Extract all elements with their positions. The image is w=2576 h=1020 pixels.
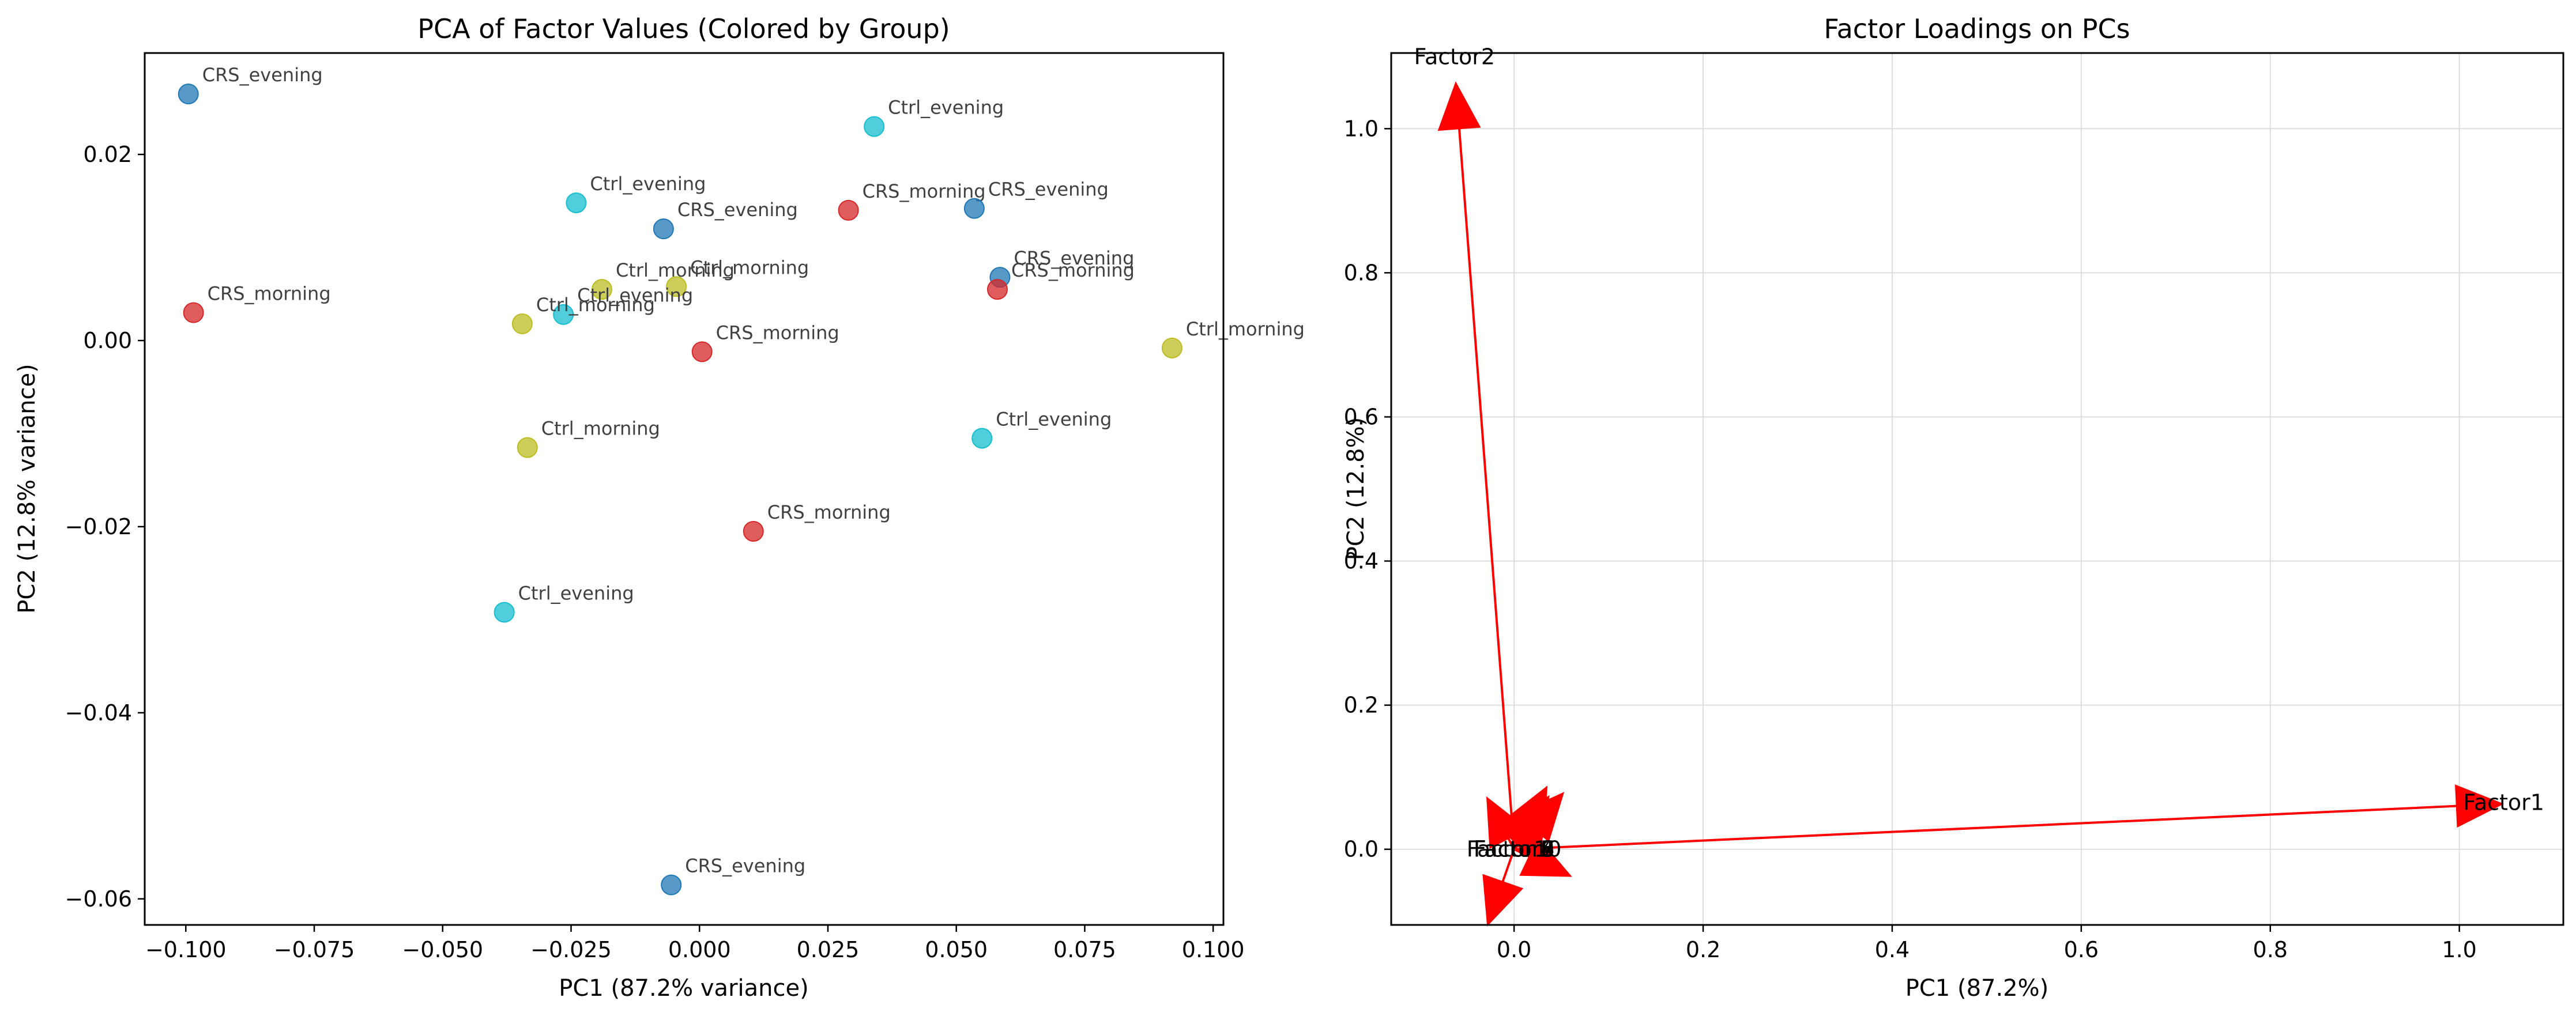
scatter-point-label: CRS_morning: [208, 283, 331, 305]
scatter-point-label: CRS_morning: [716, 322, 839, 343]
scatter-x-tick-label: −0.100: [145, 937, 227, 962]
scatter-point-label: CRS_morning: [1011, 259, 1135, 281]
loadings-x-tick-label: 0.4: [1875, 937, 1910, 962]
scatter-x-tick-label: 0.050: [925, 937, 988, 962]
scatter-x-tick-label: 0.025: [797, 937, 860, 962]
scatter-point-label: CRS_evening: [685, 855, 805, 877]
scatter-point-label: Ctrl_evening: [888, 97, 1004, 119]
scatter-point: [494, 602, 515, 623]
loadings-y-tick-label: 1.0: [1344, 116, 1379, 141]
scatter-x-axis-label: PC1 (87.2% variance): [559, 975, 808, 1002]
scatter-point: [183, 302, 204, 323]
loadings-x-axis-label: PC1 (87.2%): [1905, 975, 2049, 1002]
scatter-point: [971, 428, 993, 449]
scatter-points: CRS_eveningCRS_morningCtrl_eveningCRS_ev…: [178, 64, 1305, 896]
loadings-y-tick-label: 0.4: [1344, 549, 1379, 574]
scatter-point: [691, 341, 713, 362]
scatter-point: [178, 84, 199, 105]
loading-label-factor3: Factor3: [1474, 837, 1555, 862]
scatter-x-ticks: −0.100 −0.075 −0.050 −0.025 0.000 0.025 0.050 0…: [145, 925, 1245, 962]
scatter-point: [743, 520, 764, 542]
scatter-point-label: Ctrl_morning: [1186, 318, 1305, 340]
scatter-point-label: Ctrl_evening: [577, 285, 693, 307]
scatter-y-tick-label: −0.02: [65, 514, 132, 539]
loading-label-factor9: Factor9: [1474, 837, 1555, 862]
scatter-title: PCA of Factor Values (Colored by Group): [417, 13, 950, 44]
scatter-point: [986, 279, 1008, 300]
scatter-point-label: CRS_evening: [988, 179, 1109, 201]
scatter-point-label: Ctrl_morning: [541, 418, 660, 440]
loadings-y-ticks: 0.0 0.2 0.4 0.6 0.8 1.0: [1344, 116, 1391, 862]
scatter-point-label: Ctrl_morning: [536, 294, 655, 316]
loadings-x-tick-label: 0.6: [2064, 937, 2099, 962]
scatter-point-label: CRS_morning: [767, 501, 891, 523]
loading-label-factor5: Factor5: [1474, 837, 1555, 862]
loadings-x-ticks: 0.0 0.2 0.4 0.6 0.8 1.0: [1497, 925, 2477, 962]
scatter-point-label: CRS_evening: [1014, 247, 1134, 269]
scatter-point-label: CRS_evening: [677, 199, 798, 221]
loading-label-factor10: Factor10: [1467, 837, 1562, 862]
scatter-point: [591, 279, 612, 300]
loading-arrow-factor9: [1501, 800, 1546, 853]
scatter-x-tick-label: −0.025: [530, 937, 612, 962]
loadings-arrows: [1437, 81, 2505, 927]
loadings-axes-frame: [1390, 52, 2564, 926]
scatter-point: [963, 198, 985, 219]
scatter-point-label: Ctrl_evening: [590, 173, 706, 195]
scatter-x-tick-label: 0.075: [1053, 937, 1116, 962]
scatter-point: [838, 199, 859, 221]
scatter-point-label: CRS_morning: [863, 180, 986, 202]
scatter-point: [566, 192, 587, 213]
scatter-point: [666, 276, 687, 297]
scatter-point: [511, 313, 533, 334]
scatter-point: [661, 874, 682, 896]
scatter-point: [653, 218, 674, 240]
scatter-point-label: Ctrl_evening: [518, 582, 634, 604]
scatter-y-tick-label: 0.00: [83, 328, 132, 353]
scatter-y-tick-label: −0.04: [65, 700, 132, 726]
scatter-y-tick-label: −0.06: [65, 886, 132, 912]
loadings-x-tick-label: 1.0: [2442, 937, 2476, 962]
loadings-panel: Factor Loadings on PCs Factor1Factor2Fac…: [1343, 13, 2564, 1002]
loading-label-factor4: Factor4: [1474, 837, 1555, 862]
scatter-y-ticks: 0.02 0.00 −0.02 −0.04 −0.06: [65, 142, 145, 912]
loadings-y-tick-label: 0.0: [1344, 837, 1379, 862]
scatter-point-label: CRS_evening: [202, 64, 323, 86]
scatter-point-label: Ctrl_evening: [996, 408, 1112, 430]
scatter-point: [517, 437, 538, 458]
loading-label-factor7: Factor7: [1474, 837, 1555, 862]
loadings-x-tick-label: 0.2: [1686, 937, 1720, 962]
loading-label-factor2: Factor2: [1414, 44, 1496, 69]
loading-arrow-factor1: [1514, 784, 2505, 851]
scatter-x-tick-label: −0.075: [274, 937, 355, 962]
scatter-y-axis-label: PC2 (12.8% variance): [14, 364, 40, 613]
scatter-x-tick-label: −0.050: [402, 937, 483, 962]
loading-label-factor8: Factor8: [1474, 837, 1555, 862]
loading-label-factor6: Factor6: [1474, 837, 1555, 862]
scatter-point: [553, 304, 574, 325]
loadings-grid: [1391, 53, 2563, 925]
scatter-x-tick-label: 0.100: [1182, 937, 1245, 962]
loadings-y-tick-label: 0.8: [1344, 260, 1379, 285]
scatter-point: [864, 116, 885, 137]
scatter-x-tick-label: 0.000: [668, 937, 731, 962]
loadings-x-tick-label: 0.8: [2253, 937, 2288, 962]
loadings-title: Factor Loadings on PCs: [1824, 13, 2130, 44]
pca-scatter-panel: PCA of Factor Values (Colored by Group) …: [14, 13, 1305, 1002]
loadings-labels: Factor1 Factor2 Factor3Factor4Factor5Facto…: [1414, 44, 2544, 862]
loading-arrow-factor3: [1482, 849, 1524, 927]
scatter-point: [1161, 337, 1182, 358]
loading-arrow-factor8: [1513, 836, 1572, 877]
loading-label-factor1: Factor1: [2463, 789, 2544, 815]
scatter-y-tick-label: 0.02: [83, 142, 132, 167]
loading-arrow-factor2: [1437, 81, 1516, 849]
loadings-y-tick-label: 0.2: [1344, 693, 1379, 718]
scatter-point-label: Ctrl_morning: [690, 256, 809, 278]
scatter-axes-frame: [144, 52, 1225, 926]
loadings-y-axis-label: PC2 (12.8%): [1343, 417, 1369, 561]
loadings-x-tick-label: 0.0: [1497, 937, 1531, 962]
loadings-y-tick-label: 0.6: [1344, 404, 1379, 429]
